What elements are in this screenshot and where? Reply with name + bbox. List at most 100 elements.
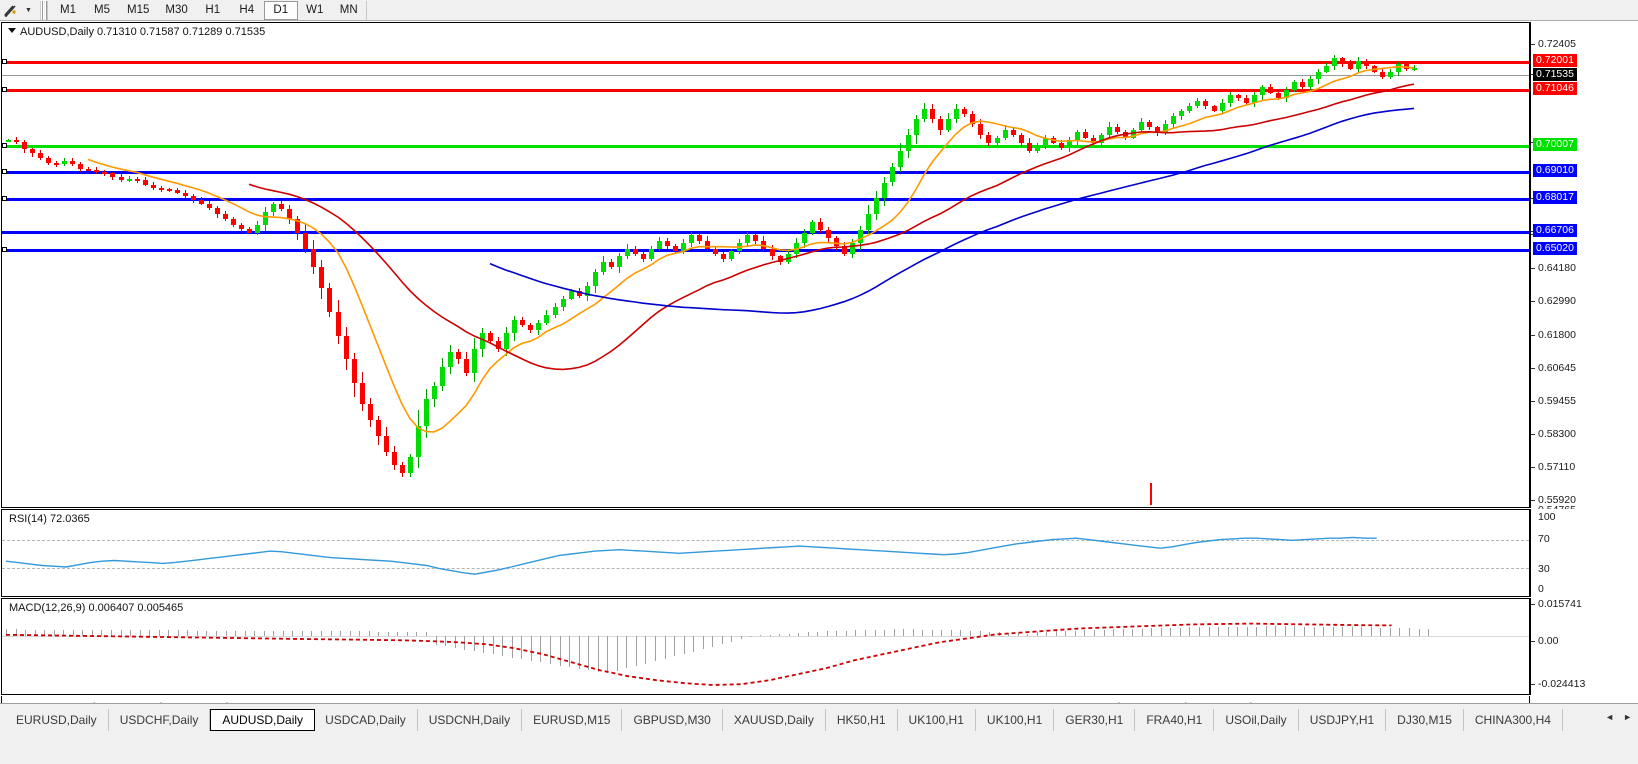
candle-body [110, 173, 115, 177]
macd-histogram-bar [1418, 628, 1420, 637]
candle-body [850, 243, 855, 254]
timeframe-button-mn[interactable]: MN [339, 4, 358, 16]
macd-axis[interactable]: 0.015741 0.00 -0.024413 [1530, 598, 1637, 695]
candle-body [263, 211, 268, 225]
draw-tools-icon[interactable] [0, 1, 22, 20]
toolbar-grip[interactable] [40, 0, 48, 20]
macd-histogram-bar [425, 631, 427, 637]
tab-nav[interactable]: ◄ ► [1605, 712, 1632, 722]
macd-histogram-bar [721, 636, 723, 645]
macd-axis-label: -0.024413 [1538, 678, 1586, 690]
macd-plot-area[interactable] [2, 599, 1529, 694]
level-anchor-handle[interactable] [2, 143, 7, 148]
candle-body [553, 306, 558, 315]
level-line-0-66706[interactable] [2, 231, 1529, 234]
macd-signal-line [5, 622, 1392, 686]
candle-body [1276, 92, 1281, 98]
macd-histogram-bar [588, 636, 590, 671]
symbol-info-label: AUDUSD,Daily 0.71310 0.71587 0.71289 0.7… [20, 26, 266, 38]
timeframe-button-m5[interactable]: M5 [94, 4, 110, 16]
price-level-tag-0-68017[interactable]: 0.68017 [1533, 191, 1577, 204]
tab-next-icon[interactable]: ► [1623, 712, 1632, 722]
chart-tab-usdjpy-h1[interactable]: USDJPY,H1 [1299, 709, 1387, 731]
timeframe-button-m1[interactable]: M1 [60, 4, 76, 16]
macd-histogram-bar [273, 630, 275, 637]
chart-tab-xauusd-daily[interactable]: XAUUSD,Daily [723, 709, 826, 731]
chart-tab-hk50-h1[interactable]: HK50,H1 [826, 709, 898, 731]
axis-tick [1531, 641, 1535, 642]
chart-tab-eurusd-daily[interactable]: EURUSD,Daily [5, 709, 109, 731]
chart-tab-usdchf-daily[interactable]: USDCHF,Daily [109, 709, 211, 731]
chart-window: AUDUSD,Daily 0.71310 0.71587 0.71289 0.7… [0, 22, 1638, 720]
candle-body [488, 333, 493, 341]
price-level-tag-0-66706[interactable]: 0.66706 [1533, 224, 1577, 237]
price-level-tag-0-69010[interactable]: 0.69010 [1533, 164, 1577, 177]
tab-prev-icon[interactable]: ◄ [1605, 712, 1615, 722]
macd-panel[interactable]: MACD(12,26,9) 0.006407 0.005465 [1, 598, 1530, 695]
chart-tab-usdcnh-daily[interactable]: USDCNH,Daily [418, 709, 523, 731]
price-level-tag-0-71535[interactable]: 0.71535 [1533, 68, 1577, 81]
timeframe-button-m15[interactable]: M15 [127, 4, 150, 16]
macd-axis-label: 0.00 [1538, 635, 1559, 647]
timeframe-button-d1[interactable]: D1 [263, 0, 298, 20]
chart-tab-dj30-m15[interactable]: DJ30,M15 [1386, 709, 1464, 731]
timeframe-button-h4[interactable]: H4 [239, 4, 255, 16]
price-level-tag-0-70007[interactable]: 0.70007 [1533, 138, 1577, 151]
candle-body [70, 160, 75, 164]
level-line-0-68017[interactable] [2, 198, 1529, 201]
chart-tab-audusd-daily[interactable]: AUDUSD,Daily [210, 709, 316, 731]
candle-body [400, 465, 405, 474]
candle-body [303, 232, 308, 249]
chart-tab-usoil-daily[interactable]: USOil,Daily [1214, 709, 1299, 731]
chart-tab-fra40-h1[interactable]: FRA40,H1 [1135, 709, 1215, 731]
chart-tab-uk100-h1[interactable]: UK100,H1 [976, 709, 1055, 731]
tab-strip[interactable]: EURUSD,Daily USDCHF,Daily AUDUSD,Daily USDC… [5, 709, 1563, 731]
level-line-0-65020[interactable] [2, 249, 1529, 252]
rsi-plot-area[interactable] [2, 510, 1529, 596]
level-line-0-70007[interactable] [2, 145, 1529, 148]
price-panel[interactable]: AUDUSD,Daily 0.71310 0.71587 0.71289 0.7… [1, 22, 1530, 508]
candle-body [1252, 95, 1257, 104]
candle-body [577, 290, 582, 297]
chart-tab-eurusd-m15[interactable]: EURUSD,M15 [522, 709, 623, 731]
macd-histogram-bar [282, 630, 284, 637]
chart-tab-uk100-h1[interactable]: UK100,H1 [898, 709, 976, 731]
level-anchor-handle[interactable] [2, 169, 7, 174]
timeframe-button-m30[interactable]: M30 [165, 4, 188, 16]
rsi-panel[interactable]: RSI(14) 72.0365 [1, 509, 1530, 597]
macd-histogram-bar [540, 636, 542, 663]
level-anchor-handle[interactable] [2, 59, 7, 64]
macd-histogram-bar [597, 636, 599, 673]
candle-body [834, 237, 839, 246]
price-level-tag-0-72001[interactable]: 0.72001 [1533, 54, 1577, 67]
candle-body [368, 404, 373, 421]
price-plot-area[interactable] [2, 23, 1529, 507]
timeframe-button-w1[interactable]: W1 [306, 4, 324, 16]
level-anchor-handle[interactable] [2, 196, 7, 201]
chart-tab-china300-h4[interactable]: CHINA300,H4 [1464, 709, 1563, 731]
axis-tick [1531, 604, 1535, 605]
macd-histogram-bar [817, 631, 819, 637]
candle-body [1220, 103, 1225, 112]
level-anchor-handle[interactable] [2, 247, 7, 252]
level-line-0-71046[interactable] [2, 89, 1529, 92]
price-level-tag-0-65020[interactable]: 0.65020 [1533, 242, 1577, 255]
rsi-level-line-30 [2, 568, 1529, 570]
collapse-caret-icon[interactable] [8, 28, 16, 33]
price-level-tag-0-71046[interactable]: 0.71046 [1533, 82, 1577, 95]
macd-histogram-bar [1275, 626, 1277, 637]
axis-tick [1531, 335, 1535, 336]
level-line-0-69010[interactable] [2, 171, 1529, 174]
chart-tab-usdcad-daily[interactable]: USDCAD,Daily [314, 709, 418, 731]
price-axis[interactable]: 0.724050.715350.708700.677150.665250.653… [1530, 22, 1637, 516]
axis-tick [1531, 467, 1535, 468]
chart-tab-gbpusd-m30[interactable]: GBPUSD,M30 [622, 709, 723, 731]
level-line-0-72001[interactable] [2, 61, 1529, 64]
timeframe-button-h1[interactable]: H1 [205, 4, 221, 16]
rsi-axis[interactable]: 100 70 30 0 [1530, 509, 1637, 597]
level-anchor-handle[interactable] [2, 87, 7, 92]
candle-body [360, 383, 365, 405]
chart-tab-ger30-h1[interactable]: GER30,H1 [1054, 709, 1136, 731]
chevron-down-icon[interactable]: ▼ [25, 6, 32, 14]
candle-body [1228, 95, 1233, 104]
